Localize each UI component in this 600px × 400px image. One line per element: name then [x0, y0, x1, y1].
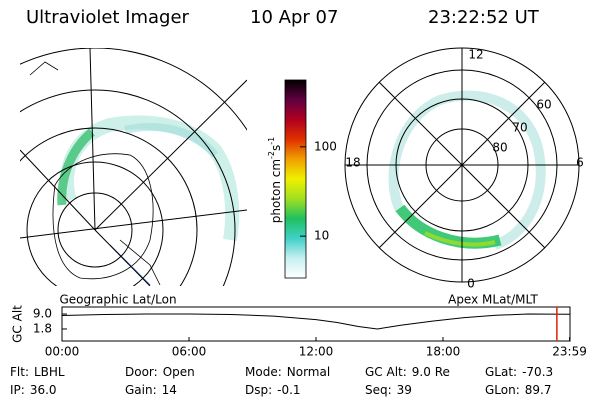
- info-label: Door:: [125, 365, 158, 379]
- mlt-label: 18: [345, 156, 360, 170]
- x-tick-label: 00:00: [45, 345, 80, 359]
- info-field: Flt: LBHL: [10, 365, 65, 379]
- color-bar-tick-label: 100: [314, 139, 337, 153]
- map-image: [20, 48, 247, 286]
- info-value: LBHL: [34, 365, 65, 379]
- info-field: GC Alt: 9.0 Re: [365, 365, 450, 379]
- info-label: Flt:: [10, 365, 29, 379]
- info-value: 39: [397, 383, 412, 397]
- mlt-label: 12: [468, 48, 483, 62]
- info-field: Door: Open: [125, 365, 195, 379]
- info-value: -0.1: [277, 383, 300, 397]
- info-label: Dsp:: [245, 383, 272, 397]
- info-label: Mode:: [245, 365, 282, 379]
- altitude-chart: 1.89.0 00:00 06:00 12:00 18:00 23:59: [33, 307, 587, 359]
- info-label: IP:: [10, 383, 25, 397]
- map-title: Geographic Lat/Lon: [59, 293, 176, 307]
- info-value: -70.3: [522, 365, 553, 379]
- info-value: Open: [163, 365, 195, 379]
- info-panel: Flt: LBHL IP: 36.0 Door: Open Gain: 14 Mode: Norm…: [10, 365, 553, 397]
- time: 23:22:52 UT: [428, 7, 540, 28]
- info-label: GLat:: [485, 365, 517, 379]
- x-tick-label: 23:59: [552, 345, 587, 359]
- x-tick-label: 18:00: [426, 345, 461, 359]
- info-label: GC Alt:: [365, 365, 407, 379]
- title: Ultraviolet Imager: [26, 7, 190, 28]
- mlt-label: 0: [467, 277, 475, 291]
- polar-plot: [344, 47, 580, 283]
- chart-frame: [61, 306, 571, 342]
- y-tick-label: 1.8: [33, 321, 52, 335]
- y-axis-label: GC Alt: [11, 305, 25, 343]
- mlat-label: 80: [492, 141, 507, 155]
- info-field: GLon: 89.7: [485, 383, 551, 397]
- color-bar-tick-label: 10: [314, 229, 329, 243]
- unit-exponent: -1: [267, 137, 276, 145]
- unit-exponent: -2: [267, 151, 276, 159]
- color-bar-fill: [284, 79, 307, 279]
- x-tick-label: 12:00: [299, 345, 334, 359]
- mlat-label: 70: [512, 121, 527, 135]
- info-label: GLon:: [485, 383, 520, 397]
- info-field: Dsp: -0.1: [245, 383, 301, 397]
- altitude-line: [61, 313, 571, 330]
- info-value: 36.0: [30, 383, 57, 397]
- info-value: Normal: [287, 365, 330, 379]
- color-bar: 10 100: [284, 79, 337, 279]
- unit: s: [269, 145, 283, 151]
- info-label: Gain:: [125, 383, 157, 397]
- info-label: Seq:: [365, 383, 392, 397]
- info-field: Gain: 14: [125, 383, 177, 397]
- color-bar-label: photon cm-2s-1: [267, 137, 283, 224]
- mlat-label: 60: [536, 98, 551, 112]
- unit: photon cm: [269, 159, 283, 223]
- info-value: 89.7: [525, 383, 552, 397]
- mlt-label: 6: [576, 156, 584, 170]
- y-tick-label: 9.0: [33, 307, 52, 321]
- info-field: Seq: 39: [365, 383, 412, 397]
- info-field: IP: 36.0: [10, 383, 57, 397]
- info-value: 14: [162, 383, 177, 397]
- polar-title: Apex MLat/MLT: [448, 293, 538, 307]
- info-value: 9.0 Re: [412, 365, 450, 379]
- x-tick-label: 06:00: [172, 345, 207, 359]
- date: 10 Apr 07: [250, 7, 338, 28]
- info-field: Mode: Normal: [245, 365, 330, 379]
- info-field: GLat: -70.3: [485, 365, 553, 379]
